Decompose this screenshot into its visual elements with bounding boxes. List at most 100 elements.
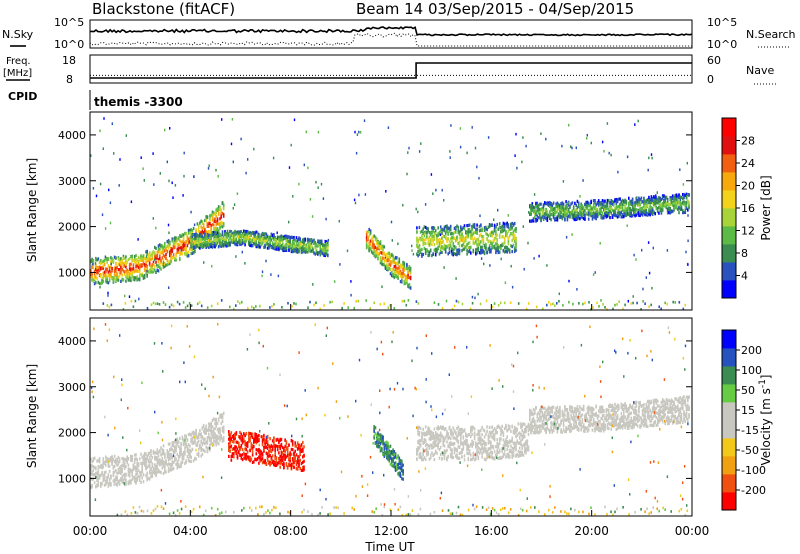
power-band-3-cell [453, 245, 456, 249]
power-band-1-cell [265, 239, 268, 243]
power-band-0-cell [110, 273, 112, 277]
velocity-band-0-cell [219, 431, 221, 435]
power-noise-cell [480, 257, 483, 260]
power-band-4-cell [629, 210, 631, 215]
power-band-3-cell [437, 233, 439, 238]
power-band-2-cell [382, 248, 384, 252]
velocity-band-0-cell [200, 454, 202, 458]
power-band-3-cell [421, 247, 423, 251]
power-band-0-cell [148, 251, 151, 255]
power-band-3-cell [429, 233, 432, 237]
power-band-1-cell [274, 236, 276, 240]
power-band-2-cell [379, 256, 382, 260]
power-band-0-cell [125, 255, 127, 259]
power-band-3-cell [503, 222, 506, 226]
power-band-4-cell [645, 213, 648, 217]
power-band-4-cell [675, 197, 678, 201]
power-band-3-cell [442, 228, 444, 232]
velocity-band-0-cell [130, 481, 132, 485]
power-noise-cell [586, 137, 588, 140]
power-noise-cell [193, 223, 196, 227]
power-band-0-cell [217, 207, 220, 211]
velocity-band-0-cell [166, 463, 169, 467]
power-band-4-cell [586, 206, 589, 210]
power-band-0-cell [100, 258, 102, 263]
power-band-4-cell [592, 199, 595, 203]
power-noise-cell [355, 151, 358, 155]
power-band-1-cell [226, 231, 229, 235]
power-band-0-cell [169, 244, 171, 248]
power-band-3-cell [456, 251, 458, 255]
power-band-1-cell [228, 243, 230, 247]
power-band-2-cell [379, 250, 382, 255]
power-band-1-cell [229, 234, 231, 238]
power-band-1-cell [285, 236, 288, 240]
power-band-2-cell [399, 263, 402, 267]
power-band-0-cell [97, 270, 100, 275]
power-band-3-cell [498, 250, 501, 254]
power-band-1-cell [230, 240, 233, 244]
power-band-2-cell [388, 258, 391, 262]
power-band-0-cell [90, 275, 92, 279]
power-band-0-cell [96, 258, 98, 262]
power-band-2-cell [397, 260, 399, 264]
power-band-0-cell [131, 255, 133, 259]
power-noise-cell [113, 152, 115, 155]
velocity-band-0-cell [202, 423, 205, 428]
power-band-0-cell [141, 263, 143, 267]
power-band-0-cell [207, 221, 210, 225]
power-band-2-cell [389, 255, 392, 259]
power-noise-cell [207, 167, 210, 170]
power-band-1-cell [289, 239, 291, 243]
power-band-4-cell [623, 202, 625, 206]
power-band-0-cell [106, 260, 108, 264]
power-band-3-cell [438, 252, 441, 256]
power-band-0-cell [120, 263, 122, 267]
power-near-range-cell [417, 302, 420, 305]
power-band-3-cell [431, 238, 433, 242]
power-band-1-cell [295, 240, 298, 244]
power-band-2-cell [376, 238, 378, 242]
velocity-band-0-cell [118, 457, 121, 461]
power-band-0-cell [105, 273, 107, 277]
power-band-1-cell [197, 234, 200, 238]
power-band-4-cell [633, 201, 635, 205]
power-band-3-cell [488, 224, 491, 229]
power-band-1-cell [302, 240, 304, 244]
power-band-1-cell [278, 239, 280, 243]
velocity-band-0-cell [199, 445, 201, 449]
power-near-range-cell [600, 299, 602, 302]
power-band-1-cell [216, 235, 219, 239]
power-band-0-cell [135, 269, 137, 273]
power-band-4-cell [566, 218, 569, 222]
power-band-1-cell [251, 237, 254, 241]
power-band-0-cell [206, 224, 209, 228]
power-band-1-cell [255, 230, 258, 234]
velocity-band-0-cell [100, 473, 102, 478]
power-band-4-cell [600, 216, 602, 220]
power-band-0-cell [194, 247, 196, 251]
power-noise-cell [241, 250, 243, 254]
power-band-0-cell [204, 218, 206, 223]
power-band-4-cell [645, 208, 648, 213]
power-band-0-cell [138, 276, 141, 280]
power-band-0-cell [214, 228, 216, 232]
power-band-3-cell [433, 248, 436, 252]
power-noise-cell [152, 152, 154, 155]
power-noise-cell [651, 156, 653, 160]
velocity-band-0-cell [117, 460, 120, 464]
power-band-2-cell [393, 260, 396, 265]
power-band-3-cell [496, 243, 498, 247]
velocity-band-0-cell [165, 461, 167, 465]
power-band-4-cell [621, 207, 624, 211]
power-band-0-cell [145, 260, 147, 264]
power-band-1-cell [255, 245, 258, 249]
power-band-4-cell [551, 209, 554, 213]
power-band-3-cell [458, 249, 461, 253]
power-band-4-cell [643, 197, 645, 201]
power-band-2-cell [384, 256, 387, 260]
power-noise-cell [599, 242, 601, 245]
power-band-4-cell [675, 193, 678, 197]
velocity-band-0-cell [206, 441, 209, 445]
power-noise-cell [610, 153, 612, 157]
